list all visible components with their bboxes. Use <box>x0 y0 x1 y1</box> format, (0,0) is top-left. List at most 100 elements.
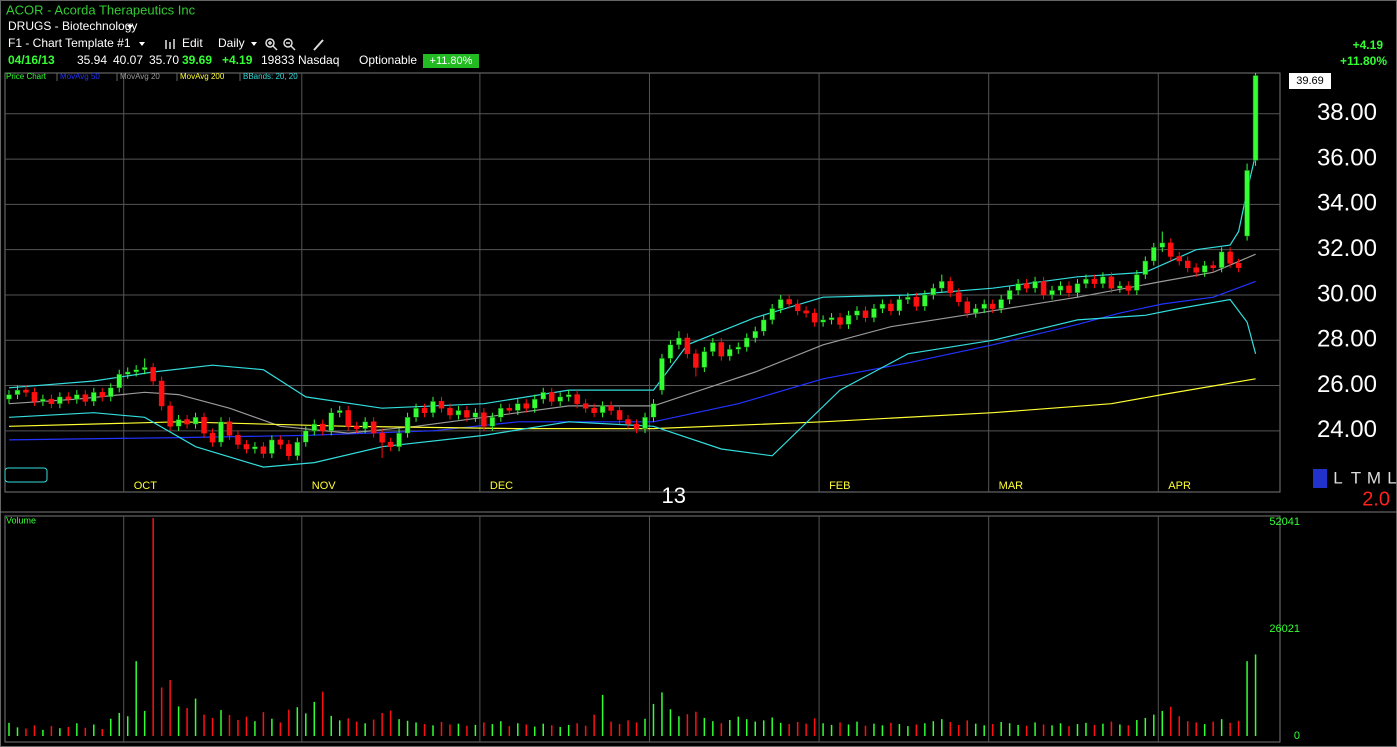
volume-bar <box>873 723 875 736</box>
volume-bar <box>466 725 468 736</box>
volume-bar <box>1246 661 1248 736</box>
candle-body <box>625 419 631 425</box>
volume-bar <box>652 703 655 736</box>
volume-bar <box>33 725 36 736</box>
dropdown-arrow[interactable] <box>251 42 257 46</box>
candle-body <box>811 312 818 323</box>
volume-bar <box>322 691 324 736</box>
volume-bar <box>42 729 44 736</box>
candle-body <box>1074 283 1081 293</box>
candle-body <box>1006 290 1013 300</box>
volume-bar <box>355 721 358 736</box>
candle-body <box>1125 285 1132 291</box>
candle-body <box>481 412 487 427</box>
volume-bar <box>1229 722 1231 736</box>
candle-body <box>676 337 682 346</box>
candle-body <box>1049 290 1055 296</box>
volume-bar <box>474 724 477 736</box>
zoom-in-icon[interactable] <box>265 38 278 51</box>
volume-bar <box>618 724 621 736</box>
y-tick-label: 24.00 <box>1317 416 1377 443</box>
volume-bar <box>1042 724 1045 736</box>
edit-button[interactable]: Edit <box>182 36 203 50</box>
template-menu[interactable]: F1 - Chart Template #1 <box>8 36 131 50</box>
candle-body <box>184 419 190 425</box>
volume-bar <box>1008 723 1011 736</box>
industry[interactable]: DRUGS - Biotechnology <box>8 19 137 33</box>
candle-body <box>370 421 377 434</box>
zoom-out-icon[interactable] <box>283 38 296 51</box>
candle-body <box>956 292 962 303</box>
range-button[interactable]: T <box>1351 468 1361 487</box>
symbol-title: ACOR - Acorda Therapeutics Inc <box>6 2 196 17</box>
interval-menu[interactable]: Daily <box>218 36 245 50</box>
volume-bar <box>584 725 587 736</box>
candle-body <box>608 405 614 411</box>
candle-body <box>48 398 55 404</box>
candle-body <box>447 407 453 416</box>
candle-body <box>684 337 691 355</box>
candle-body <box>701 351 708 368</box>
draw-tool-icon[interactable] <box>313 39 324 51</box>
volume-bar <box>271 718 273 736</box>
volume-bar <box>1195 722 1197 736</box>
range-button-active[interactable] <box>1313 469 1327 488</box>
volume-bar <box>406 720 409 736</box>
volume-bar <box>1178 716 1180 736</box>
right-pct-change: +11.80% <box>1340 54 1387 68</box>
candle-body <box>133 369 139 373</box>
candle-body <box>1117 285 1123 289</box>
volume-bar <box>59 728 61 736</box>
volume-bar <box>805 723 807 736</box>
candle-body <box>6 394 12 400</box>
legend-entry: BBands: 20, 20 <box>243 72 298 81</box>
candle-body <box>201 417 207 434</box>
candle-body <box>616 410 623 420</box>
candle-body <box>167 405 173 427</box>
candle-body <box>1066 285 1072 293</box>
volume-bar <box>627 720 629 736</box>
candle-body <box>1032 281 1038 289</box>
quote-low: 35.70 <box>149 53 179 67</box>
volume-bar <box>983 725 985 736</box>
volume-bar <box>67 726 70 736</box>
volume-bar <box>423 724 426 736</box>
candle-body <box>243 444 250 450</box>
quote-date: 04/16/13 <box>8 53 55 67</box>
candle-body <box>404 417 411 434</box>
dropdown-arrow[interactable] <box>127 25 133 29</box>
volume-bar <box>1127 725 1130 736</box>
candle-body <box>1091 278 1098 284</box>
bars-icon[interactable] <box>165 39 175 49</box>
volume-bar <box>1212 721 1214 736</box>
range-button[interactable]: M <box>1367 468 1381 487</box>
volume-bar <box>567 724 570 736</box>
volume-bar <box>1085 722 1087 736</box>
volume-bar <box>941 719 943 736</box>
candle-body <box>65 396 72 400</box>
candle-body <box>345 410 351 427</box>
volume-bar <box>305 713 307 736</box>
candle-body <box>14 389 21 395</box>
candle-body <box>1244 170 1250 237</box>
candle-body <box>845 315 852 325</box>
candle-body <box>421 407 428 413</box>
volume-bar <box>1110 721 1113 736</box>
y-tick-label: 32.00 <box>1317 235 1377 262</box>
candle-body <box>557 396 563 402</box>
volume-bar <box>830 724 833 736</box>
volume-label: Volume <box>6 515 36 525</box>
volume-bar <box>1076 724 1079 736</box>
volume-bar <box>313 701 316 736</box>
range-button[interactable]: L <box>1333 468 1342 487</box>
x-tick-label: DEC <box>490 480 513 492</box>
range-button[interactable]: L <box>1387 468 1396 487</box>
scroll-handle[interactable] <box>4 467 48 483</box>
zoom-level: 2.0 <box>1362 488 1390 510</box>
year-label: 13 <box>661 483 685 508</box>
candle-body <box>633 423 640 429</box>
dropdown-arrow[interactable] <box>139 42 145 46</box>
volume-bar <box>1170 706 1172 736</box>
candle-body <box>320 423 326 432</box>
candle-body <box>693 353 699 368</box>
